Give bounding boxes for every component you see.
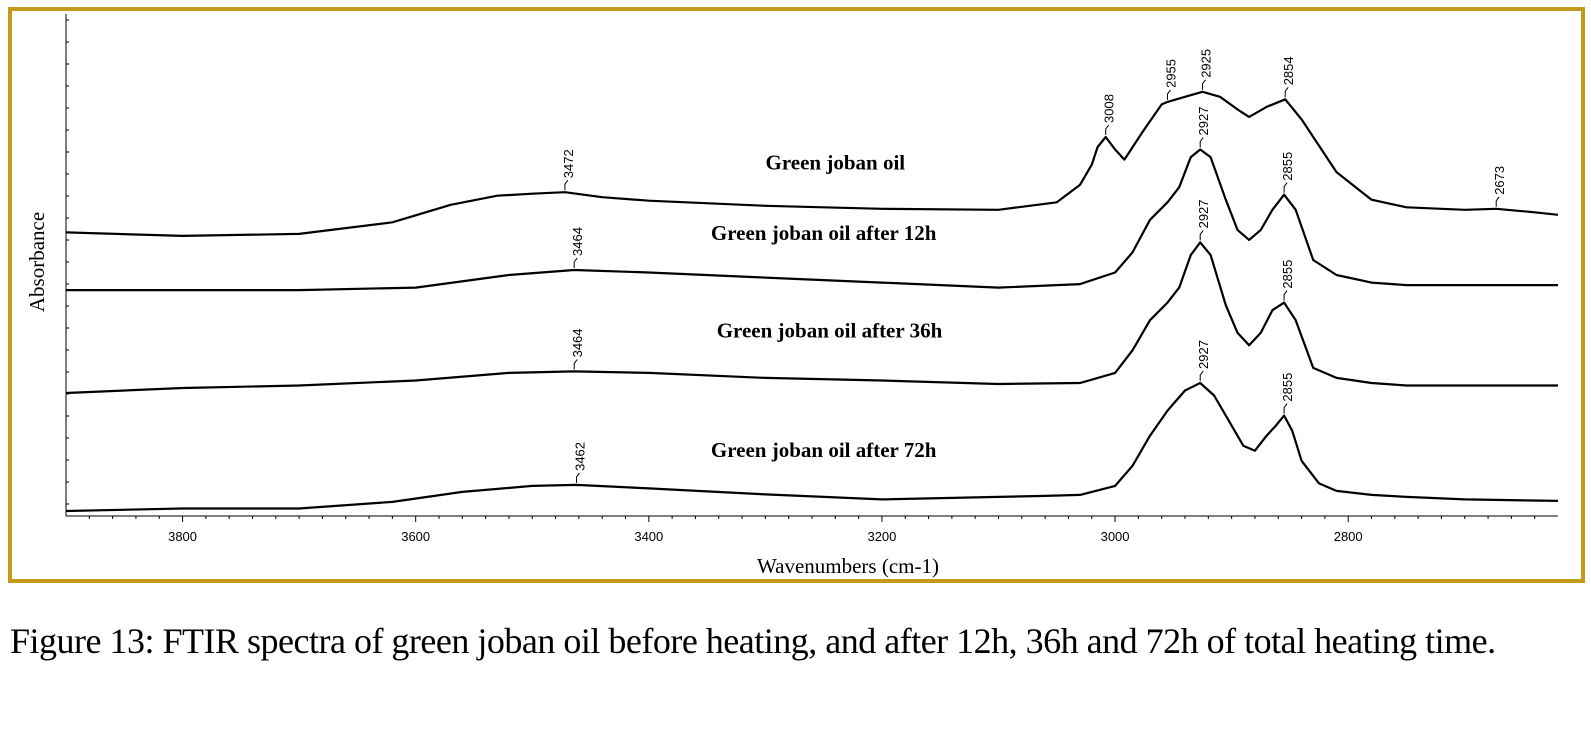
peak-label: 2927 [1196, 199, 1211, 228]
peak-label: 2855 [1280, 260, 1295, 289]
peak-marker [1495, 196, 1500, 207]
peak-marker [564, 179, 569, 191]
peak-marker [1167, 89, 1171, 100]
peak-label: 2955 [1164, 59, 1179, 88]
peak-label: 2673 [1492, 166, 1507, 195]
series-label-3: Green joban oil after 72h [711, 438, 937, 462]
x-tick-label: 3800 [168, 529, 197, 544]
ftir-chart: Green joban oil 3472 3008 2955 2925 2854 2673 G… [8, 7, 1585, 583]
peak-marker [1105, 124, 1110, 135]
chart-frame [8, 7, 1585, 583]
y-axis-title: Absorbance [25, 212, 49, 312]
spectrum-line-3 [65, 381, 1559, 513]
peak-label: 2854 [1281, 56, 1296, 85]
peak-label: 3462 [573, 442, 588, 471]
peak-label: 3472 [561, 149, 576, 178]
series-label-0: Green joban oil [766, 151, 906, 175]
peak-marker [1284, 87, 1289, 98]
x-tick-label: 3000 [1101, 529, 1130, 544]
peak-marker [573, 257, 578, 268]
peak-marker [1202, 79, 1206, 90]
x-axis-title: Wavenumbers (cm-1) [757, 554, 939, 578]
peak-label: 3464 [570, 328, 585, 357]
peak-label: 2925 [1199, 49, 1214, 78]
peak-label: 2927 [1196, 340, 1211, 369]
plot-area: Green joban oil 3472 3008 2955 2925 2854 2673 G… [65, 49, 1559, 513]
peak-label: 3008 [1102, 94, 1117, 123]
peak-label: 2927 [1196, 107, 1211, 136]
peak-label: 2855 [1280, 373, 1295, 402]
x-tick-label: 2800 [1334, 529, 1363, 544]
peak-marker [1199, 370, 1204, 381]
spectrum-line-2 [65, 241, 1558, 395]
x-tick-label: 3600 [401, 529, 430, 544]
series-label-1: Green joban oil after 12h [711, 221, 937, 245]
peak-marker [1283, 290, 1288, 301]
spectrum-line-0 [65, 90, 1559, 237]
axes: 3800 3600 3400 3200 3000 2800 [65, 14, 1558, 544]
x-tick-label: 3200 [867, 529, 896, 544]
peak-marker [573, 359, 578, 370]
peak-label: 3464 [570, 227, 585, 256]
peak-marker [1199, 137, 1204, 148]
series-label-2: Green joban oil after 36h [717, 318, 943, 342]
peak-marker [576, 472, 580, 483]
peak-label: 2855 [1280, 152, 1295, 181]
peak-marker [1283, 403, 1288, 414]
peak-marker [1199, 230, 1204, 241]
spectrum-line-1 [66, 148, 1558, 292]
x-tick-label: 3400 [634, 529, 663, 544]
figure-caption: Figure 13: FTIR spectra of green joban o… [10, 621, 1496, 661]
peak-marker [1283, 182, 1288, 193]
